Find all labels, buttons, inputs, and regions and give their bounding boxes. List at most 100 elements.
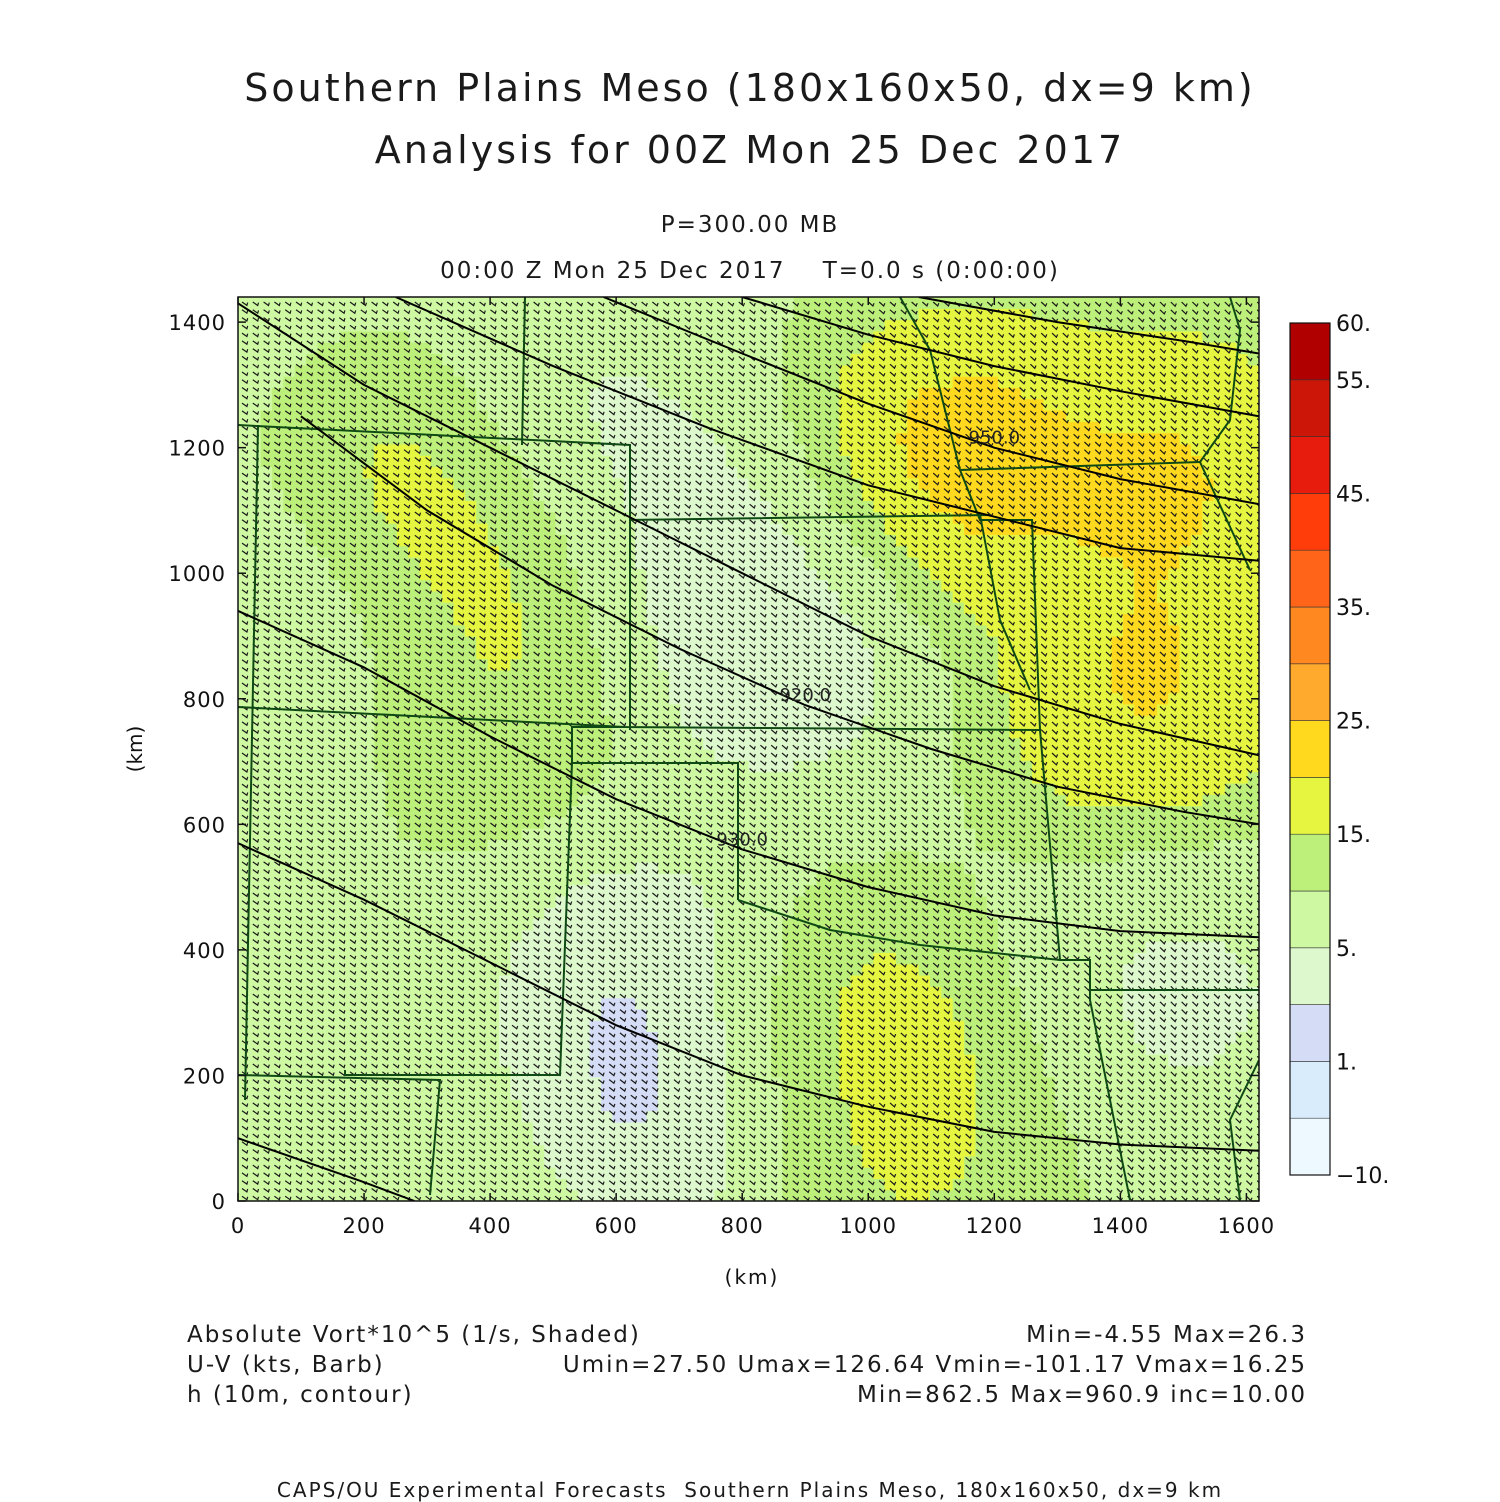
vort-cell	[420, 1145, 432, 1157]
vort-cell	[556, 297, 568, 309]
vort-cell	[431, 625, 443, 637]
vort-cell	[692, 670, 704, 682]
vort-cell	[794, 1122, 806, 1134]
vort-cell	[499, 783, 511, 795]
vort-cell	[431, 772, 443, 784]
vort-cell	[499, 534, 511, 546]
vort-cell	[907, 1043, 919, 1055]
vort-cell	[522, 772, 534, 784]
vort-cell	[454, 1178, 466, 1190]
vort-cell	[420, 546, 432, 558]
vort-cell	[919, 704, 931, 716]
vort-cell	[238, 478, 250, 490]
vort-cell	[680, 602, 692, 614]
vort-cell	[476, 1077, 488, 1089]
vort-cell	[544, 1099, 556, 1111]
vort-cell	[283, 534, 295, 546]
vort-cell	[476, 772, 488, 784]
vort-cell	[646, 1111, 658, 1123]
vort-cell	[488, 941, 500, 953]
vort-cell	[295, 749, 307, 761]
vort-cell	[454, 580, 466, 592]
vort-cell	[771, 1190, 783, 1202]
vort-cell	[907, 715, 919, 727]
vort-cell	[340, 715, 352, 727]
vort-cell	[635, 433, 647, 445]
vort-cell	[907, 1088, 919, 1100]
vort-cell	[238, 1088, 250, 1100]
vort-cell	[454, 478, 466, 490]
vort-cell	[817, 1099, 829, 1111]
vort-cell	[238, 1167, 250, 1179]
vort-cell	[556, 342, 568, 354]
vort-cell	[408, 1054, 420, 1066]
vort-cell	[283, 500, 295, 512]
vort-cell	[465, 478, 477, 490]
vort-cell	[476, 941, 488, 953]
vort-cell	[488, 681, 500, 693]
vort-cell	[885, 523, 897, 535]
vort-cell	[692, 602, 704, 614]
vort-cell	[601, 546, 613, 558]
vort-cell	[919, 1178, 931, 1190]
vort-cell	[930, 1054, 942, 1066]
vort-cell	[351, 399, 363, 411]
vort-cell	[329, 919, 341, 931]
vort-cell	[238, 681, 250, 693]
vort-cell	[646, 1099, 658, 1111]
vort-cell	[317, 331, 329, 343]
vort-cell	[238, 365, 250, 377]
vort-cell	[726, 919, 738, 931]
vort-cell	[658, 772, 670, 784]
vort-cell	[329, 591, 341, 603]
vort-cell	[499, 546, 511, 558]
vort-cell	[544, 794, 556, 806]
vort-cell	[476, 320, 488, 332]
vort-cell	[329, 1156, 341, 1168]
vort-cell	[238, 376, 250, 388]
vort-cell	[907, 964, 919, 976]
vort-cell	[476, 896, 488, 908]
vort-cell	[590, 930, 602, 942]
vort-cell	[930, 919, 942, 931]
vort-cell	[862, 670, 874, 682]
vort-cell	[420, 1009, 432, 1021]
vort-cell	[272, 1032, 284, 1044]
vort-cell	[714, 670, 726, 682]
vort-cell	[329, 1190, 341, 1202]
vort-cell	[714, 1009, 726, 1021]
vort-cell	[465, 828, 477, 840]
vort-cell	[714, 399, 726, 411]
vort-cell	[851, 681, 863, 693]
vort-cell	[317, 591, 329, 603]
vort-cell	[680, 455, 692, 467]
vort-cell	[238, 806, 250, 818]
vort-cell	[851, 1145, 863, 1157]
vort-cell	[907, 331, 919, 343]
vort-cell	[261, 783, 273, 795]
vort-cell	[329, 1054, 341, 1066]
vort-cell	[726, 534, 738, 546]
vort-cell	[408, 568, 420, 580]
vort-cell	[885, 1122, 897, 1134]
vort-cell	[862, 896, 874, 908]
vort-cell	[465, 919, 477, 931]
vort-cell	[703, 693, 715, 705]
vort-cell	[544, 342, 556, 354]
vort-cell	[726, 1156, 738, 1168]
vort-cell	[680, 930, 692, 942]
vort-cell	[862, 1020, 874, 1032]
vort-cell	[510, 760, 522, 772]
vort-cell	[680, 704, 692, 716]
vort-cell	[873, 1122, 885, 1134]
vort-cell	[408, 580, 420, 592]
vort-cell	[714, 308, 726, 320]
vort-cell	[941, 873, 953, 885]
vort-cell	[544, 806, 556, 818]
vort-cell	[658, 873, 670, 885]
vort-cell	[295, 885, 307, 897]
vort-cell	[873, 1133, 885, 1145]
vort-cell	[726, 783, 738, 795]
vort-cell	[873, 1111, 885, 1123]
vort-cell	[272, 444, 284, 456]
